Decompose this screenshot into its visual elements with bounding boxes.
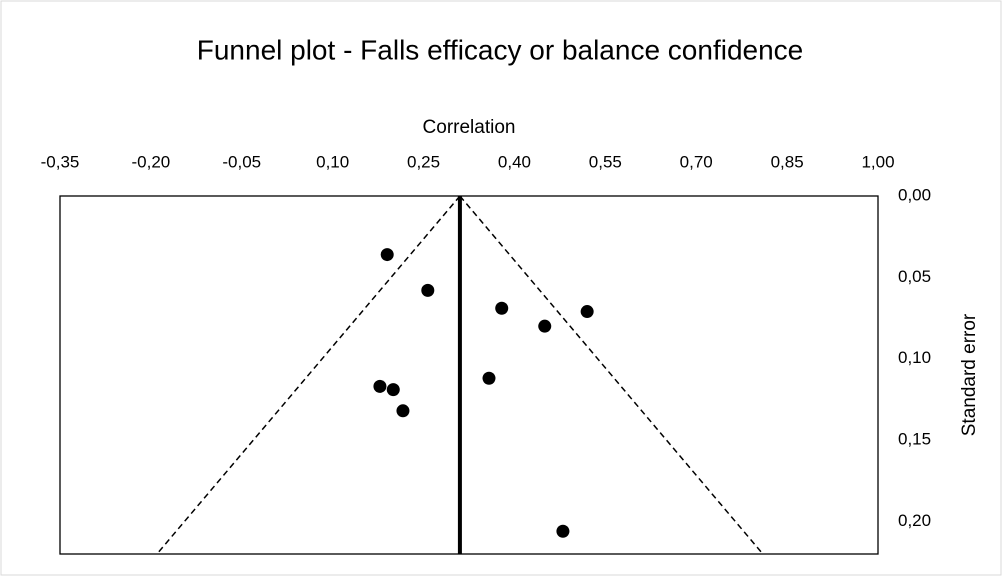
data-point: [396, 404, 410, 418]
data-point: [482, 371, 496, 385]
data-point: [495, 301, 509, 315]
data-point: [380, 248, 394, 262]
y-axis-title: Standard error: [959, 313, 980, 436]
data-point: [556, 524, 570, 538]
y-tick-label: 0,05: [898, 267, 931, 286]
data-point: [373, 379, 387, 393]
x-axis-title: Correlation: [423, 117, 516, 138]
y-tick-label: 0,00: [898, 185, 931, 204]
chart-title: Funnel plot - Falls efficacy or balance …: [197, 34, 803, 65]
x-tick-label: 0,40: [498, 152, 531, 171]
y-tick-label: 0,10: [898, 348, 931, 367]
data-point: [580, 305, 594, 319]
x-tick-label: 0,55: [589, 152, 622, 171]
x-tick-label: 0,10: [316, 152, 349, 171]
data-point: [386, 383, 400, 397]
data-point: [538, 319, 552, 333]
y-tick-label: 0,15: [898, 430, 931, 449]
x-tick-label: -0,20: [132, 152, 171, 171]
funnel-line: [459, 195, 764, 555]
y-tick-label: 0,20: [898, 511, 931, 530]
x-tick-label: -0,05: [222, 152, 261, 171]
x-tick-label: -0,35: [41, 152, 80, 171]
funnel-line: [156, 195, 461, 555]
x-tick-label: 0,25: [407, 152, 440, 171]
plot-area: [59, 195, 879, 555]
data-point: [421, 283, 435, 297]
x-tick-label: 1,00: [861, 152, 894, 171]
x-tick-label: 0,70: [680, 152, 713, 171]
x-tick-label: 0,85: [771, 152, 804, 171]
